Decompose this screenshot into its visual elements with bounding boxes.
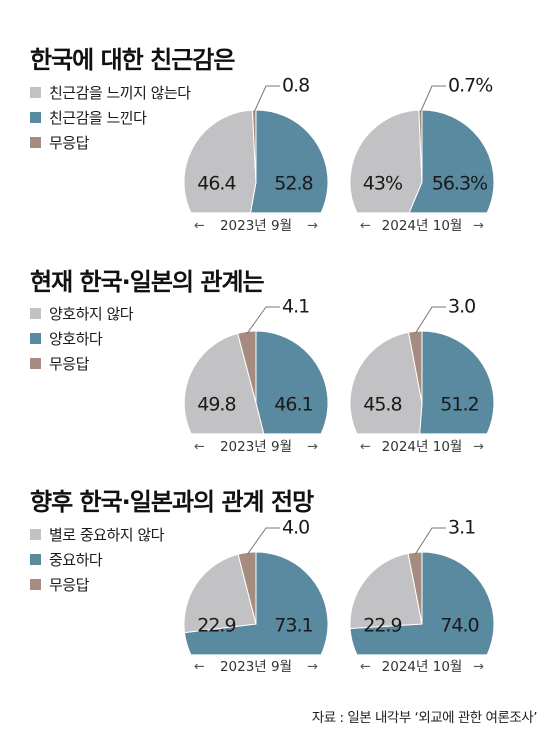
- legend-swatch-positive: [30, 112, 41, 123]
- section-3-title: 향후 한국·일본과의 관계 전망: [30, 488, 314, 516]
- legend-swatch-positive: [30, 554, 41, 565]
- pie-slice-negative: [183, 553, 257, 634]
- pie-slice-negative: [349, 552, 423, 630]
- section-2-title: 현재 한국·일본의 관계는: [30, 268, 265, 296]
- pie-slice-no-answer: [237, 330, 257, 404]
- legend-label: 친근감을 느낀다: [49, 109, 147, 127]
- pie-slice-no-answer: [251, 109, 257, 183]
- legend-item-positive: 친근감을 느낀다: [30, 105, 191, 130]
- legend-item-no-answer: 무응답: [30, 572, 164, 597]
- slice-label-negative: 49.8: [197, 394, 235, 416]
- slice-label-no-answer: 3.1: [448, 517, 475, 539]
- pie-slice-no-answer: [418, 109, 423, 183]
- pie-slice-negative: [349, 331, 423, 434]
- arrow-right-icon: →: [307, 440, 318, 455]
- leader-line-no-answer: [414, 306, 446, 334]
- legend-label: 양호하다: [49, 330, 103, 348]
- legend-item-negative: 별로 중요하지 않다: [30, 522, 164, 547]
- legend-item-no-answer: 무응답: [30, 130, 191, 155]
- pie-slice-negative: [349, 109, 423, 213]
- legend-swatch-no-answer: [30, 579, 41, 590]
- legend-item-positive: 양호하다: [30, 326, 133, 351]
- pie-slice-no-answer: [407, 330, 423, 404]
- slice-label-negative: 22.9: [363, 615, 401, 637]
- legend-label: 중요하다: [49, 551, 103, 569]
- year-label: 2024년 10월: [382, 659, 463, 675]
- source-note: 자료 : 일본 내각부 ‘외교에 관한 여론조사’: [311, 710, 538, 726]
- section-2-legend: 양호하지 않다 양호하다 무응답: [30, 301, 134, 376]
- pie-slice-positive: [255, 330, 329, 434]
- slice-label-positive: 52.8: [274, 173, 312, 195]
- year-label: 2024년 10월: [382, 218, 463, 234]
- legend-swatch-negative: [30, 529, 41, 540]
- slice-label-no-answer: 4.1: [282, 296, 309, 318]
- slice-label-no-answer: 4.0: [282, 517, 309, 539]
- legend-label: 친근감을 느끼지 않는다: [49, 84, 191, 102]
- arrow-left-icon: ←: [194, 219, 205, 234]
- slice-label-negative: 43%: [363, 173, 402, 195]
- arrow-left-icon: ←: [360, 219, 371, 234]
- legend-label: 별로 중요하지 않다: [49, 526, 164, 544]
- slice-label-positive: 46.1: [274, 394, 312, 416]
- legend-label: 무응답: [49, 355, 89, 373]
- legend-label: 양호하지 않다: [49, 305, 134, 323]
- arrow-left-icon: ←: [194, 440, 205, 455]
- legend-item-negative: 양호하지 않다: [30, 301, 134, 326]
- legend-swatch-negative: [30, 308, 41, 319]
- arrow-right-icon: →: [473, 440, 484, 455]
- legend-label: 무응답: [49, 576, 89, 594]
- slice-label-negative: 22.9: [197, 615, 235, 637]
- legend-swatch-no-answer: [30, 137, 41, 148]
- pie-slice-no-answer: [237, 551, 257, 625]
- arrow-right-icon: →: [307, 219, 318, 234]
- year-label: 2023년 9월: [220, 218, 292, 234]
- legend-item-positive: 중요하다: [30, 547, 164, 572]
- leader-line-no-answer: [414, 527, 446, 555]
- leader-line-no-answer: [420, 85, 446, 113]
- arrow-right-icon: →: [473, 219, 484, 234]
- leader-line-no-answer: [246, 306, 280, 334]
- slice-label-positive: 73.1: [274, 615, 312, 637]
- legend-swatch-positive: [30, 333, 41, 344]
- year-label: 2023년 9월: [220, 439, 292, 455]
- section-3-legend: 별로 중요하지 않다 중요하다 무응답: [30, 522, 164, 597]
- leader-line-no-answer: [253, 85, 280, 113]
- arrow-left-icon: ←: [360, 660, 371, 675]
- slice-label-negative: 46.4: [197, 173, 236, 195]
- pie-slice-positive: [250, 109, 329, 213]
- arrow-left-icon: ←: [360, 440, 371, 455]
- section-1-legend: 친근감을 느끼지 않는다 친근감을 느낀다 무응답: [30, 80, 191, 155]
- year-label: 2023년 9월: [220, 659, 292, 675]
- slice-label-no-answer: 0.8: [282, 75, 309, 97]
- slice-label-no-answer: 0.7%: [448, 75, 492, 97]
- arrow-left-icon: ←: [194, 660, 205, 675]
- pie-slice-positive: [419, 330, 495, 434]
- pie-slice-negative: [183, 109, 257, 213]
- legend-item-negative: 친근감을 느끼지 않는다: [30, 80, 191, 105]
- arrow-right-icon: →: [473, 660, 484, 675]
- slice-label-no-answer: 3.0: [448, 296, 475, 318]
- pie-slice-no-answer: [407, 551, 423, 625]
- legend-swatch-no-answer: [30, 358, 41, 369]
- pie-slice-positive: [408, 109, 495, 213]
- legend-item-no-answer: 무응답: [30, 351, 133, 376]
- slice-label-positive: 56.3%: [432, 173, 487, 195]
- leader-line-no-answer: [246, 527, 280, 555]
- arrow-right-icon: →: [307, 660, 318, 675]
- slice-label-negative: 45.8: [363, 394, 401, 416]
- slice-label-positive: 51.2: [440, 394, 478, 416]
- slice-label-positive: 74.0: [440, 615, 478, 637]
- year-label: 2024년 10월: [382, 439, 463, 455]
- section-1-title: 한국에 대한 친근감은: [30, 46, 235, 74]
- legend-swatch-negative: [30, 87, 41, 98]
- legend-label: 무응답: [49, 134, 89, 152]
